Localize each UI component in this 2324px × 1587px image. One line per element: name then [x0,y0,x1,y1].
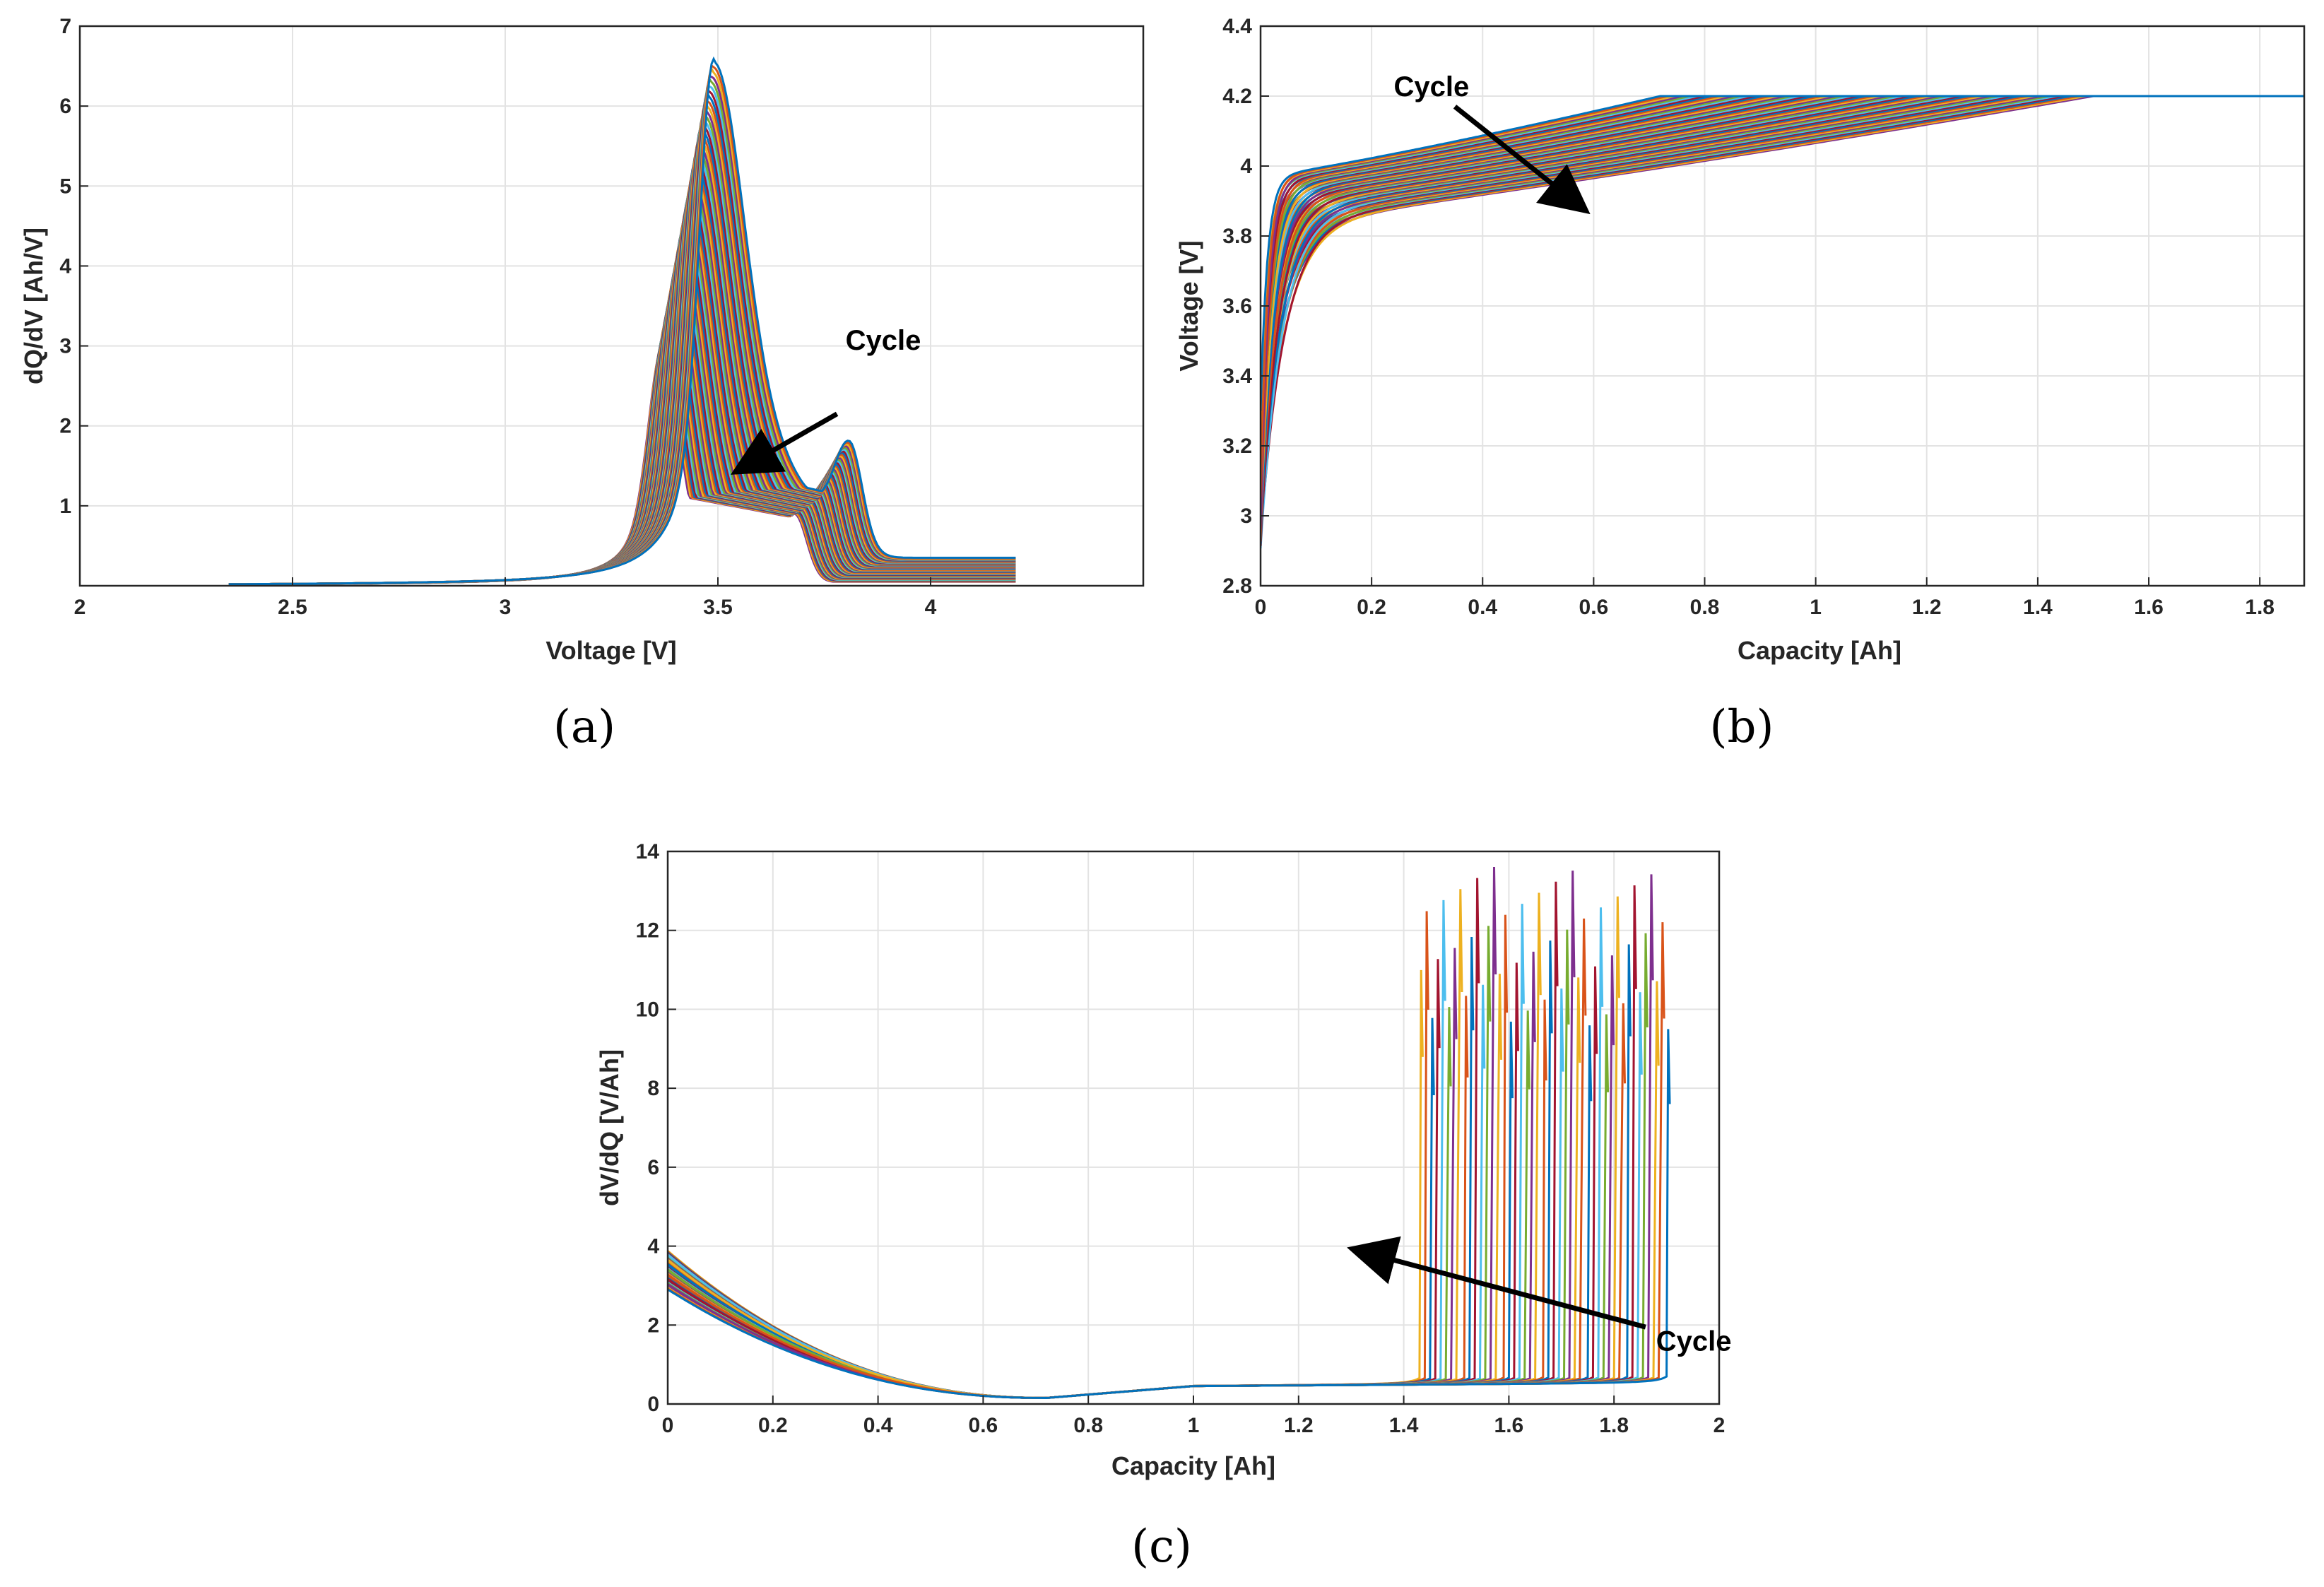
y-tick-label: 6 [59,95,71,118]
x-tick-label: 0.2 [1357,596,1386,619]
y-tick-label: 3 [59,335,71,358]
x-tick-label: 0.8 [1073,1414,1103,1437]
voltage-cycle-1 [1261,95,2304,411]
y-tick-label: 8 [647,1077,659,1100]
x-tick-label: 1.4 [1389,1414,1419,1437]
x-tick-label: 2 [74,596,86,619]
x-tick-label: 0.4 [863,1414,893,1437]
y-tick-label: 4 [647,1235,659,1258]
y-tick-label: 3.6 [1222,295,1252,318]
y-ticks-b: 2.8 3 3.2 3.4 3.6 3.8 4 4.2 4.4 [1222,15,1269,598]
cycle-label-a: Cycle [846,325,921,356]
cycle-label-b: Cycle [1394,71,1470,102]
y-axis-label-c: dV/dQ [V/Ah] [595,1049,624,1206]
x-axis-label-c: Capacity [Ah] [1111,1451,1275,1480]
panel-a: 2 2.5 3 3.5 4 1 2 3 4 5 6 7 Voltage [V] dQ/dV [Ah/… [19,15,1145,753]
x-tick-label: 1.6 [1494,1414,1524,1437]
x-ticks-c: 0 0.2 0.4 0.6 0.8 1 1.2 1.4 1.6 1.8 2 [662,1396,1726,1437]
curves-b [1261,95,2304,549]
y-tick-label: 14 [636,840,660,863]
y-tick-label: 7 [59,15,71,38]
dqdv-cycle-1 [228,56,1016,586]
y-tick-label: 1 [59,495,71,518]
x-axis-label-b: Capacity [Ah] [1738,636,1901,665]
caption-c: (c) [1131,1521,1192,1573]
y-ticks-c: 0 2 4 6 8 10 12 14 [636,840,676,1416]
y-tick-label: 3.2 [1222,435,1252,458]
cycle-arrow-a [730,411,839,475]
x-tick-label: 0.4 [1468,596,1497,619]
y-tick-label: 4.4 [1222,15,1252,38]
plot-area-a [80,26,1143,586]
x-tick-label: 0 [1255,596,1267,619]
x-tick-label: 1.2 [1912,596,1942,619]
x-tick-label: 1 [1810,596,1822,619]
y-tick-label: 3 [1240,505,1252,528]
x-tick-label: 1.8 [1599,1414,1629,1437]
x-tick-label: 3.5 [703,596,733,619]
y-tick-label: 0 [647,1393,659,1416]
y-tick-label: 4 [1240,155,1252,178]
caption-b: (b) [1710,701,1774,753]
x-ticks-b: 0 0.2 0.4 0.6 0.8 1 1.2 1.4 1.6 1.8 [1255,577,2275,619]
x-tick-label: 0.6 [1579,596,1609,619]
y-axis-label-a: dQ/dV [Ah/V] [19,228,48,384]
cycle-arrow-c [1347,1236,1646,1330]
x-tick-label: 1.4 [2023,596,2053,619]
axes-frame-a [78,25,1145,587]
dvdq-cycle-1 [668,1029,1671,1399]
x-ticks-a: 2 2.5 3 3.5 4 [74,577,937,619]
x-tick-label: 2.5 [278,596,307,619]
x-axis-label-a: Voltage [V] [545,636,676,665]
y-tick-label: 3.8 [1222,225,1252,248]
x-tick-label: 0.6 [969,1414,998,1437]
panel-c: 0 0.2 0.4 0.6 0.8 1 1.2 1.4 1.6 1.8 2 02468101214 … [595,840,1731,1573]
cycle-arrow-b [1453,105,1591,215]
y-tick-label: 2 [59,415,71,438]
curves-a [228,56,1016,586]
y-tick-label: 12 [636,919,659,943]
y-ticks-a: 1 2 3 4 5 6 7 [59,15,88,518]
x-tick-label: 0.8 [1690,596,1720,619]
y-tick-label: 5 [59,175,71,198]
cycle-label-c: Cycle [1656,1326,1732,1357]
y-tick-label: 3.4 [1222,365,1252,388]
y-tick-label: 4.2 [1222,85,1252,108]
x-tick-label: 1.8 [2245,596,2275,619]
panel-b: 0 0.2 0.4 0.6 0.8 1 1.2 1.4 1.6 1.8 2.8 3 3.2 3.4 3.6… [1174,15,2306,753]
curves-c [668,866,1671,1400]
x-tick-label: 1.2 [1284,1414,1314,1437]
x-tick-label: 1.6 [2134,596,2164,619]
x-tick-label: 4 [925,596,937,619]
y-axis-label-b: Voltage [V] [1174,240,1203,371]
caption-a: (a) [553,701,615,753]
x-tick-label: 3 [500,596,512,619]
y-tick-label: 6 [647,1156,659,1179]
y-tick-label: 2 [647,1314,659,1337]
x-tick-label: 1 [1188,1414,1200,1437]
y-tick-label: 4 [59,254,71,278]
x-tick-label: 0.2 [758,1414,788,1437]
x-tick-label: 0 [662,1414,674,1437]
x-tick-label: 2 [1713,1414,1726,1437]
y-tick-label: 2.8 [1222,574,1252,598]
y-tick-label: 10 [636,998,659,1021]
